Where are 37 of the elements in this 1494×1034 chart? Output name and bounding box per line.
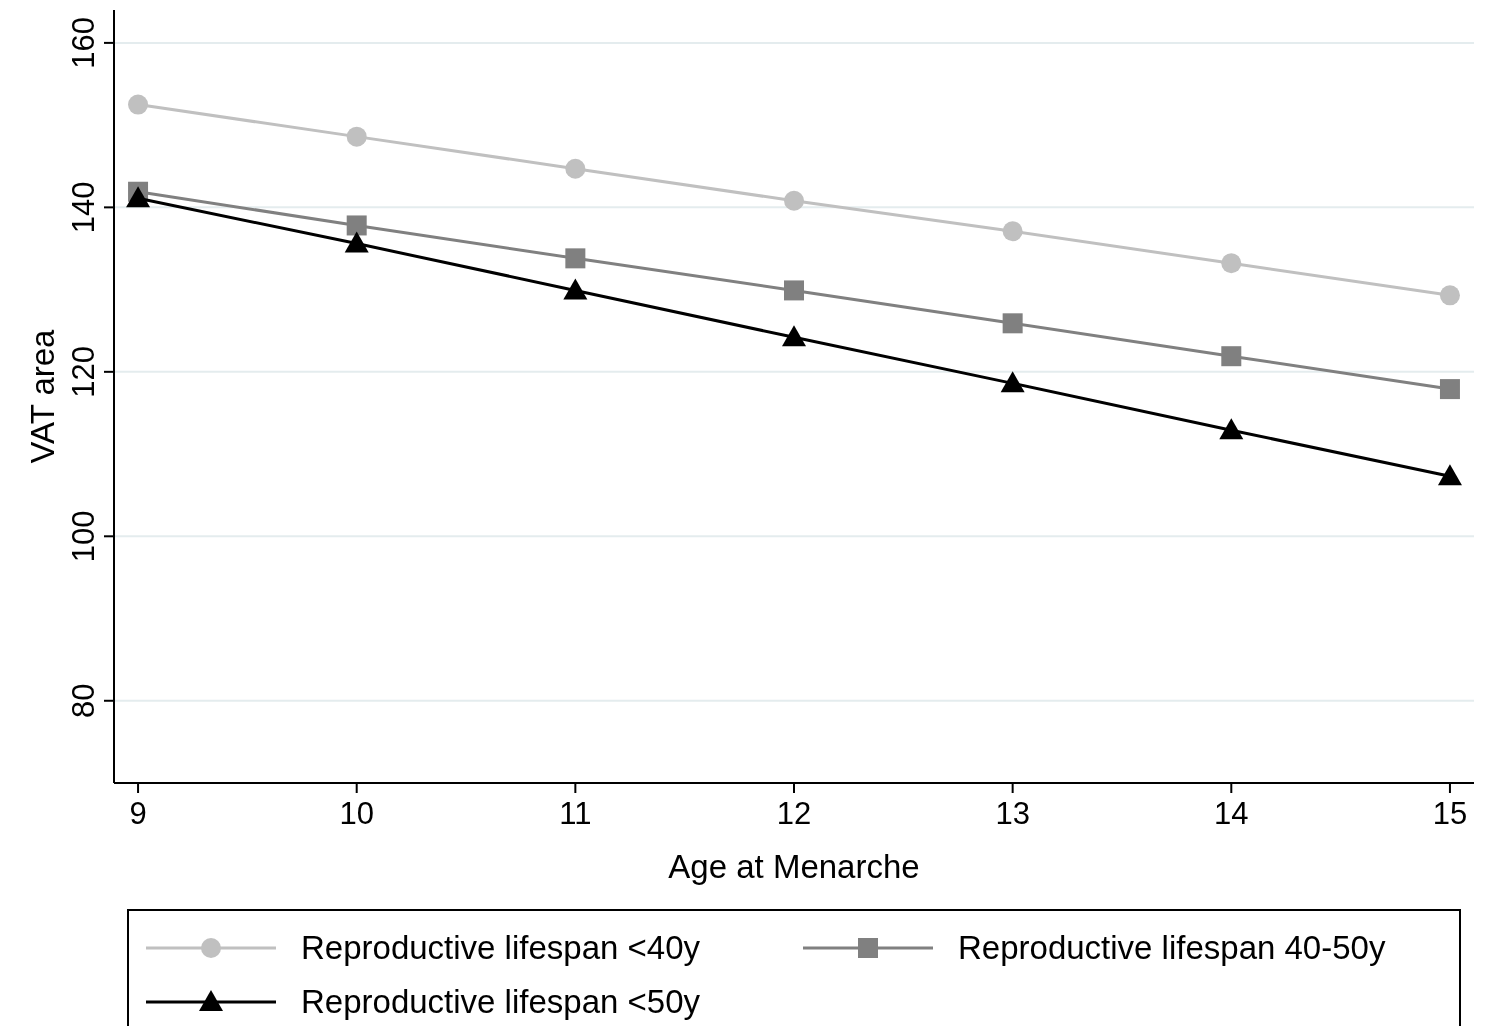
y-axis-title: VAT area [24,328,61,464]
legend-label: Reproductive lifespan <40y [301,929,701,966]
x-tick-label: 9 [129,796,147,831]
point [1002,221,1023,242]
x-tick-label: 10 [339,796,374,831]
x-axis-title: Age at Menarche [668,848,920,885]
point [344,231,369,253]
point [1437,464,1462,486]
point [1439,285,1460,306]
y-tick-label: 80 [66,683,101,719]
legend-label: Reproductive lifespan <50y [301,983,701,1020]
point [1439,379,1460,400]
y-tick-label: 160 [66,17,101,69]
point [126,186,151,208]
legend-label: Reproductive lifespan 40-50y [958,929,1386,966]
point [784,280,804,301]
point [1000,371,1025,393]
y-tick-label: 120 [66,345,101,398]
x-tick-label: 15 [1432,796,1468,831]
point [565,158,586,179]
point [1219,418,1244,440]
point [565,248,586,269]
point [1221,253,1242,274]
point [782,325,806,347]
point [1002,313,1023,334]
x-tick-label: 14 [1214,796,1249,831]
y-tick-label: 140 [66,181,101,234]
point [128,94,149,115]
point [346,215,367,236]
point [346,126,367,147]
point [1221,346,1242,367]
x-tick-label: 11 [559,796,592,831]
x-tick-label: 13 [995,796,1030,831]
y-tick-label: 100 [66,510,101,563]
point [563,278,588,300]
point [784,190,804,211]
x-tick-label: 12 [776,796,812,831]
